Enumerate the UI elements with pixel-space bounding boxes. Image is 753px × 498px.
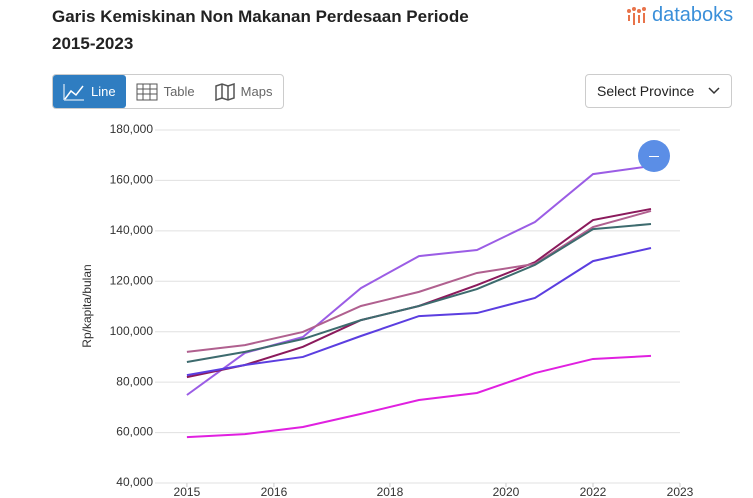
series-line [186, 223, 652, 363]
tab-table[interactable]: Table [126, 75, 205, 108]
logo: databoks [626, 4, 733, 27]
series-line [186, 354, 652, 439]
tab-label: Table [163, 84, 195, 99]
y-axis-label: Rp/kapita/bulan [80, 264, 94, 347]
y-tick-label: 40,000 [116, 475, 153, 489]
y-tick-label: 120,000 [110, 273, 154, 287]
y-tick-label: 160,000 [110, 173, 154, 187]
x-tick-label: 2015 [174, 485, 201, 498]
y-tick-label: 80,000 [116, 374, 153, 388]
series-line [186, 209, 652, 353]
x-tick-label: 2020 [493, 485, 520, 498]
tab-label: Maps [240, 84, 273, 99]
y-tick-label: 60,000 [116, 425, 153, 439]
logo-text: databoks [652, 4, 734, 26]
province-select[interactable]: Select Province [585, 74, 732, 108]
zoom-button[interactable] [638, 140, 670, 172]
x-tick-label: 2023 [667, 485, 694, 498]
chart-title: Garis Kemiskinan Non Makanan Perdesaan P… [52, 7, 469, 53]
tab-line[interactable]: Line [53, 75, 126, 108]
y-tick-label: 180,000 [110, 122, 154, 136]
view-tabs: Line Table Maps [52, 74, 284, 109]
y-tick-label: 100,000 [110, 324, 154, 338]
tab-label: Line [91, 84, 116, 99]
y-tick-label: 140,000 [110, 223, 154, 237]
select-label: Select Province [597, 83, 695, 99]
series-line [186, 247, 652, 377]
x-tick-label: 2018 [377, 485, 404, 498]
logo-icon [627, 6, 646, 25]
x-tick-label: 2016 [261, 485, 288, 498]
x-tick-label: 2022 [580, 485, 607, 498]
tab-maps[interactable]: Maps [205, 75, 283, 108]
